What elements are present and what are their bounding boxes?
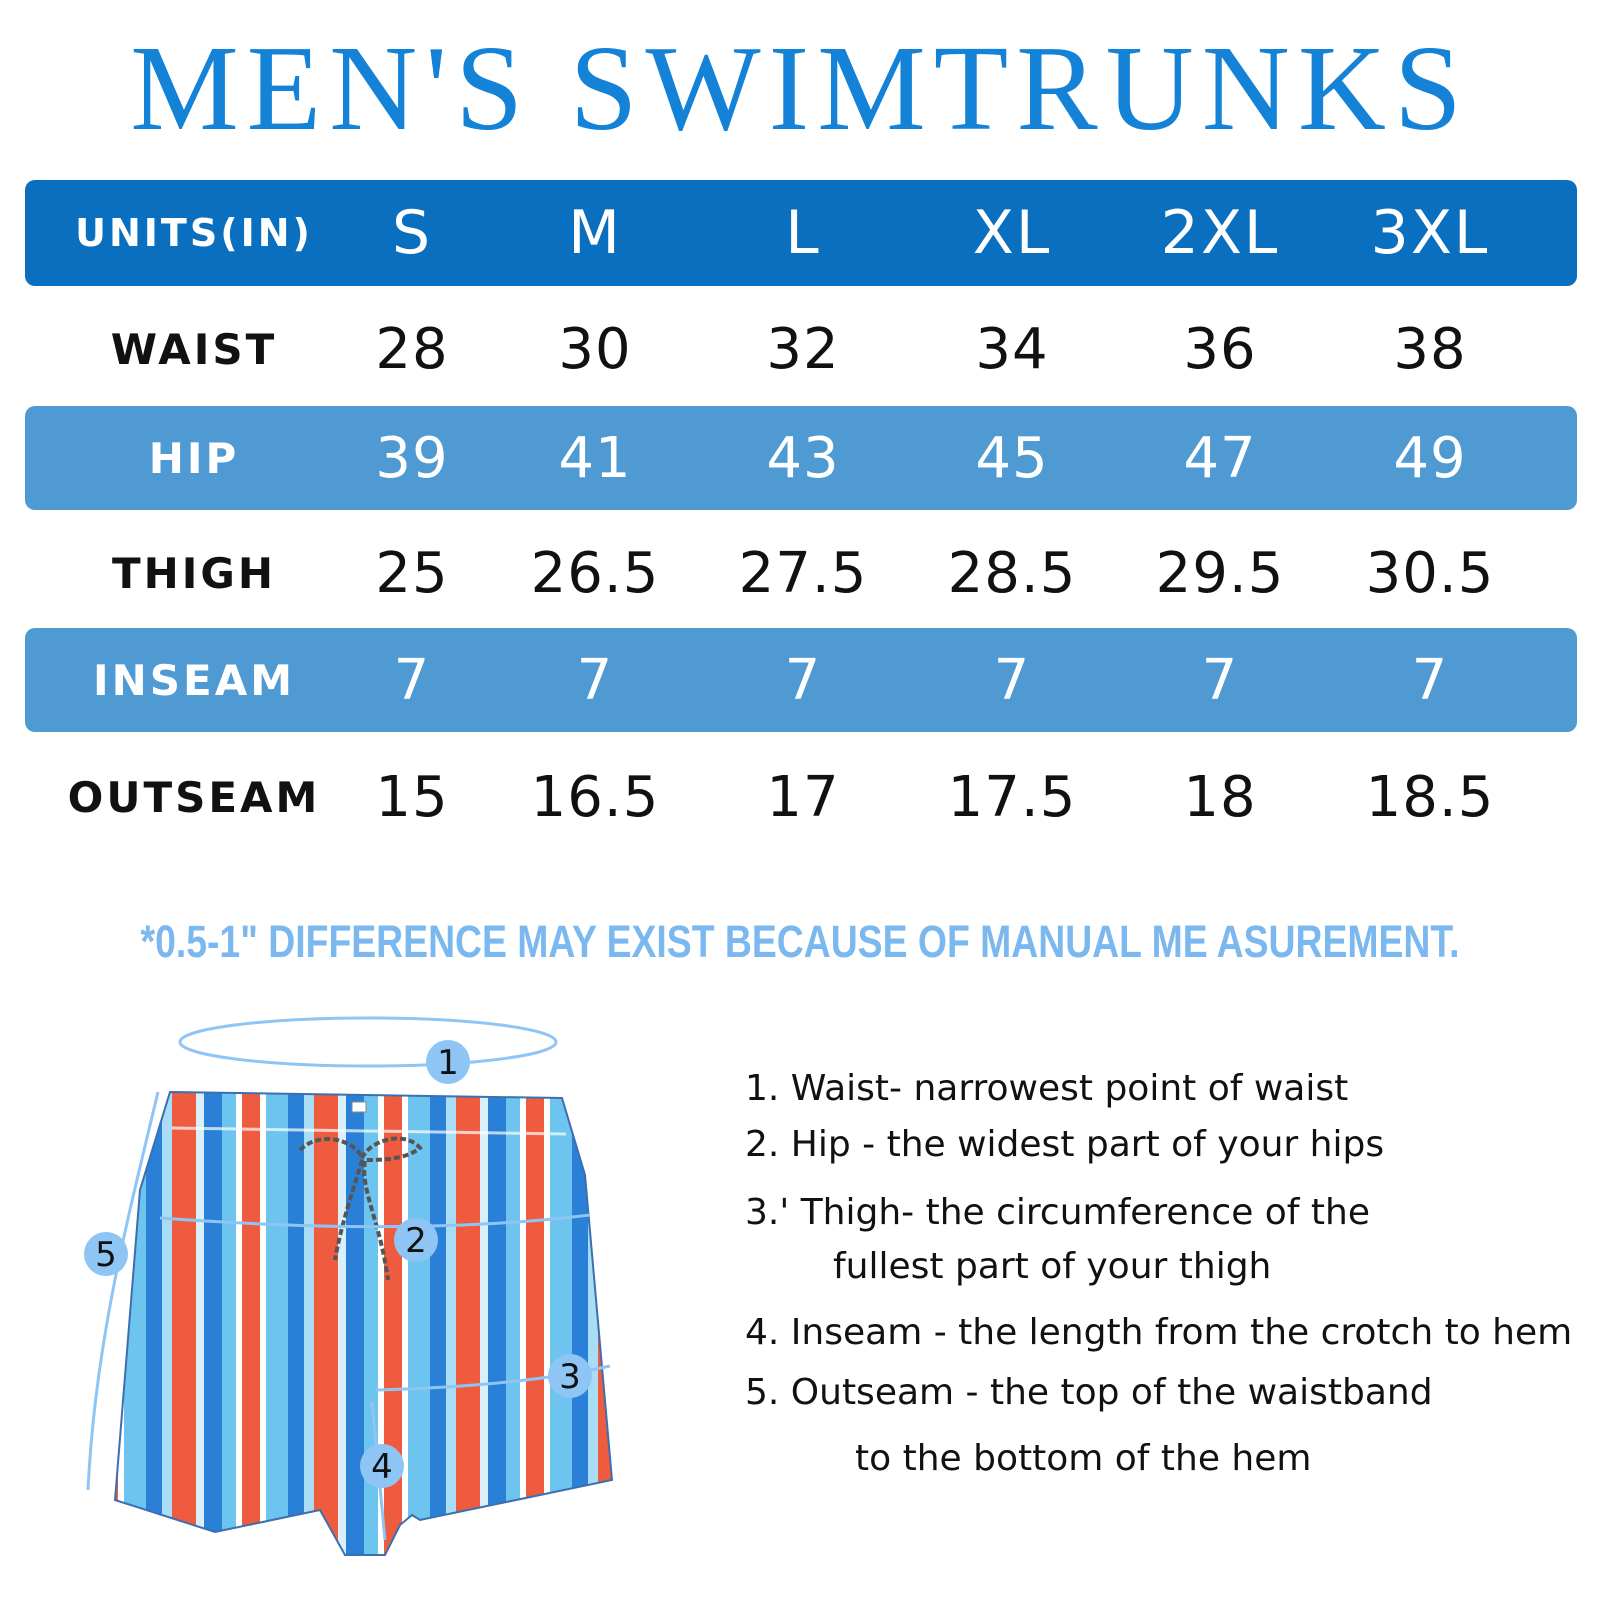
size-header-m: M <box>568 198 622 268</box>
description-line: to the bottom of the hem <box>855 1438 1312 1479</box>
row-label-waist: WAIST <box>110 324 278 374</box>
row-label-outseam: OUTSEAM <box>67 772 321 822</box>
marker-circle <box>84 1232 128 1276</box>
marker-circle <box>548 1354 592 1398</box>
size-header-s: S <box>391 198 433 268</box>
table-cell: 7 <box>784 647 822 713</box>
table-cell: 16.5 <box>530 764 660 830</box>
marker-2: 2 <box>405 1221 427 1261</box>
table-cell: 17 <box>766 764 840 830</box>
size-header-xl: XL <box>972 198 1052 268</box>
brand-tag <box>351 1101 367 1113</box>
table-cell: 18 <box>1183 764 1257 830</box>
table-cell: 29.5 <box>1155 540 1285 606</box>
page-title: MEN'S SWIMTRUNKS <box>130 21 1470 156</box>
drawstring <box>298 1136 423 1281</box>
table-cell: 27.5 <box>738 540 868 606</box>
size-header-row: UNITS(IN) S M L XL 2XL 3XL <box>25 180 1577 286</box>
row-label-thigh: THIGH <box>111 548 277 598</box>
size-header-l: L <box>785 198 821 268</box>
table-cell: 45 <box>975 425 1049 491</box>
marker-circle <box>394 1218 438 1262</box>
description-line: 4. Inseam - the length from the crotch t… <box>745 1312 1573 1353</box>
shorts-stripes <box>115 1092 612 1555</box>
description-line: 3.' Thigh- the circumference of the <box>745 1192 1371 1233</box>
table-cell: 7 <box>1201 647 1239 713</box>
units-label: UNITS(IN) <box>75 211 313 255</box>
marker-3: 3 <box>559 1357 581 1397</box>
swim-shorts-diagram: 1 2 3 4 5 <box>84 1016 614 1556</box>
size-row-waist: WAIST 28 30 32 34 36 38 <box>25 296 1577 402</box>
table-cell: 39 <box>375 425 449 491</box>
table-cell: 15 <box>375 764 449 830</box>
table-cell: 28 <box>375 316 449 382</box>
table-cell: 30 <box>558 316 632 382</box>
table-cell: 49 <box>1393 425 1467 491</box>
waistband-line <box>171 1126 567 1136</box>
row-label-inseam: INSEAM <box>92 655 296 705</box>
table-cell: 17.5 <box>947 764 1077 830</box>
marker-circle <box>360 1444 404 1488</box>
table-cell: 43 <box>766 425 840 491</box>
outseam-line <box>86 1091 160 1491</box>
marker-5: 5 <box>95 1235 117 1275</box>
row-label-hip: HIP <box>148 433 240 483</box>
table-cell: 26.5 <box>530 540 660 606</box>
waist-ring <box>178 1016 558 1068</box>
table-cell: 7 <box>1411 647 1449 713</box>
table-cell: 18.5 <box>1365 764 1495 830</box>
table-cell: 34 <box>975 316 1049 382</box>
marker-4: 4 <box>371 1447 393 1487</box>
measurement-note: *0.5-1" DIFFERENCE MAY EXIST BECAUSE OF … <box>140 916 1460 967</box>
size-row-hip: HIP 39 41 43 45 47 49 <box>25 406 1577 510</box>
description-line: fullest part of your thigh <box>833 1246 1272 1287</box>
table-cell: 47 <box>1183 425 1257 491</box>
table-cell: 36 <box>1183 316 1257 382</box>
marker-circle <box>426 1040 470 1084</box>
size-header-3xl: 3XL <box>1370 198 1490 268</box>
description-line: 2. Hip - the widest part of your hips <box>745 1124 1385 1165</box>
size-row-outseam: OUTSEAM 15 16.5 17 17.5 18 18.5 <box>25 742 1577 852</box>
size-header-2xl: 2XL <box>1160 198 1280 268</box>
table-cell: 25 <box>375 540 449 606</box>
shorts-outline <box>113 1090 614 1556</box>
hip-line <box>159 1213 591 1229</box>
table-cell: 7 <box>576 647 614 713</box>
size-row-thigh: THIGH 25 26.5 27.5 28.5 29.5 30.5 <box>25 518 1577 628</box>
table-cell: 30.5 <box>1365 540 1495 606</box>
table-cell: 41 <box>558 425 632 491</box>
table-cell: 7 <box>993 647 1031 713</box>
description-line: 5. Outseam - the top of the waistband <box>745 1372 1433 1413</box>
table-cell: 38 <box>1393 316 1467 382</box>
table-cell: 32 <box>766 316 840 382</box>
table-cell: 28.5 <box>947 540 1077 606</box>
description-line: 1. Waist- narrowest point of waist <box>745 1068 1349 1109</box>
size-row-inseam: INSEAM 7 7 7 7 7 7 <box>25 628 1577 732</box>
marker-1: 1 <box>437 1043 459 1083</box>
table-cell: 7 <box>393 647 431 713</box>
